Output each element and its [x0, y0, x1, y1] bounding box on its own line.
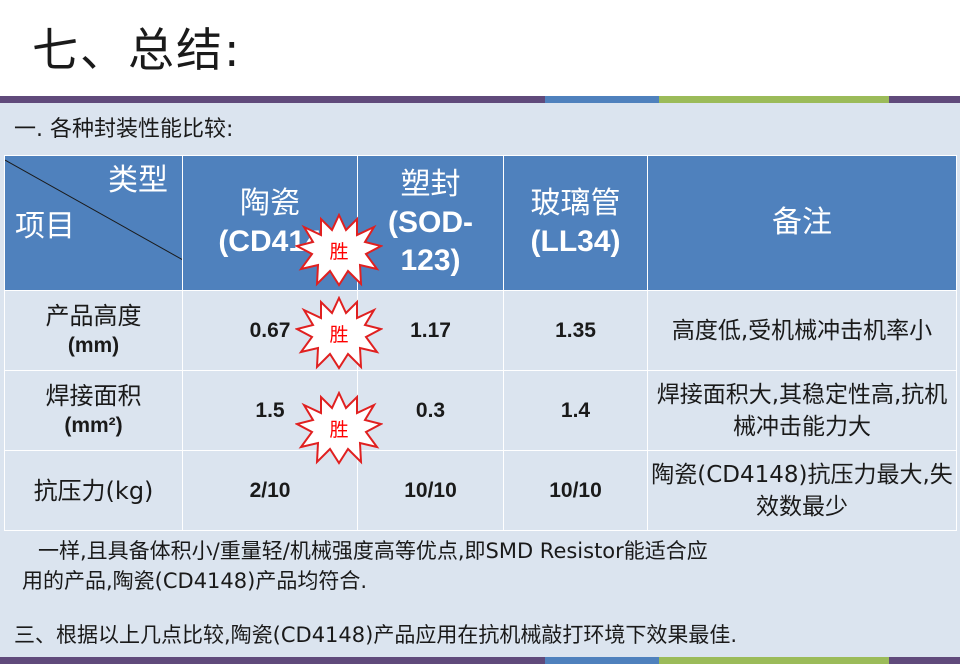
comparison-table: 类型 项目 陶瓷 (CD414 塑封 (SOD- 123) 玻璃管 (LL34)…	[4, 155, 957, 531]
column-header-glass: 玻璃管 (LL34)	[503, 155, 648, 291]
column-header-note: 备注	[647, 155, 957, 291]
table-row: 焊接面积 (mm²) 1.5 0.3 1.4 焊接面积大,其稳定性高,抗机械冲击…	[4, 370, 957, 451]
win-badge-text: 胜	[329, 418, 349, 441]
row-label: 产品高度 (mm)	[4, 290, 183, 371]
column-name: 陶瓷	[240, 186, 300, 221]
corner-type-label: 类型	[108, 163, 168, 198]
table-header-row: 类型 项目 陶瓷 (CD414 塑封 (SOD- 123) 玻璃管 (LL34)…	[4, 155, 957, 291]
column-code: (CD414	[218, 225, 322, 258]
column-code: (SOD-	[388, 206, 473, 239]
starburst-icon	[295, 296, 383, 370]
column-name: 塑封	[400, 167, 461, 202]
content-panel: 一. 各种封装性能比较: 类型 项目 陶瓷 (CD414 塑封 (SOD- 12…	[0, 103, 960, 657]
column-code: 123)	[400, 244, 461, 277]
conclusion-text: 三、根据以上几点比较,陶瓷(CD4148)产品应用在抗机械敲打环境下效果最佳.	[14, 623, 738, 647]
top-color-bar	[0, 96, 960, 103]
corner-item-label: 项目	[15, 209, 75, 244]
glass-value: 1.4	[503, 370, 648, 451]
win-badge: 胜	[295, 213, 383, 287]
plastic-value: 10/10	[357, 450, 504, 531]
column-header-plastic: 塑封 (SOD- 123)	[357, 155, 504, 291]
glass-value: 1.35	[503, 290, 648, 371]
starburst-icon	[295, 213, 383, 287]
slide-title: 七、总结:	[32, 23, 242, 77]
glass-value: 10/10	[503, 450, 648, 531]
table-row: 产品高度 (mm) 0.67 1.17 1.35 高度低,受机械冲击机率小	[4, 290, 957, 371]
column-code: (LL34)	[530, 225, 621, 258]
row-label-text: 产品高度	[45, 301, 142, 330]
row-label: 抗压力(kg)	[4, 450, 183, 531]
column-name: 备注	[772, 205, 832, 240]
row-label-text: 抗压力(kg)	[33, 476, 154, 505]
summary-line-1: 一样,且具备体积小/重量轻/机械强度高等优点,即SMD Resistor能适合应	[38, 539, 708, 563]
bottom-color-bar	[0, 657, 960, 664]
note-value: 陶瓷(CD4148)抗压力最大,失效数最少	[647, 450, 957, 531]
row-label-unit: (mm²)	[64, 413, 123, 437]
diagonal-divider	[5, 159, 182, 260]
section-heading: 一. 各种封装性能比较:	[14, 117, 234, 142]
note-value: 焊接面积大,其稳定性高,抗机械冲击能力大	[647, 370, 957, 451]
row-label-text: 焊接面积	[45, 381, 142, 410]
corner-cell: 类型 项目	[4, 155, 183, 291]
win-badge-text: 胜	[329, 240, 349, 263]
win-badge: 胜	[295, 296, 383, 370]
win-badge: 胜	[295, 391, 383, 465]
starburst-icon	[295, 391, 383, 465]
summary-line-2: 用的产品,陶瓷(CD4148)产品均符合.	[22, 569, 368, 593]
table-row: 抗压力(kg) 2/10 10/10 10/10 陶瓷(CD4148)抗压力最大…	[4, 450, 957, 531]
plastic-value: 1.17	[357, 290, 504, 371]
note-value: 高度低,受机械冲击机率小	[647, 290, 957, 371]
plastic-value: 0.3	[357, 370, 504, 451]
column-header-ceramic: 陶瓷 (CD414	[182, 155, 358, 291]
row-label: 焊接面积 (mm²)	[4, 370, 183, 451]
win-badge-text: 胜	[329, 323, 349, 346]
row-label-unit: (mm)	[67, 333, 120, 357]
column-name: 玻璃管	[530, 186, 621, 221]
ceramic-value: 2/10	[182, 450, 358, 531]
